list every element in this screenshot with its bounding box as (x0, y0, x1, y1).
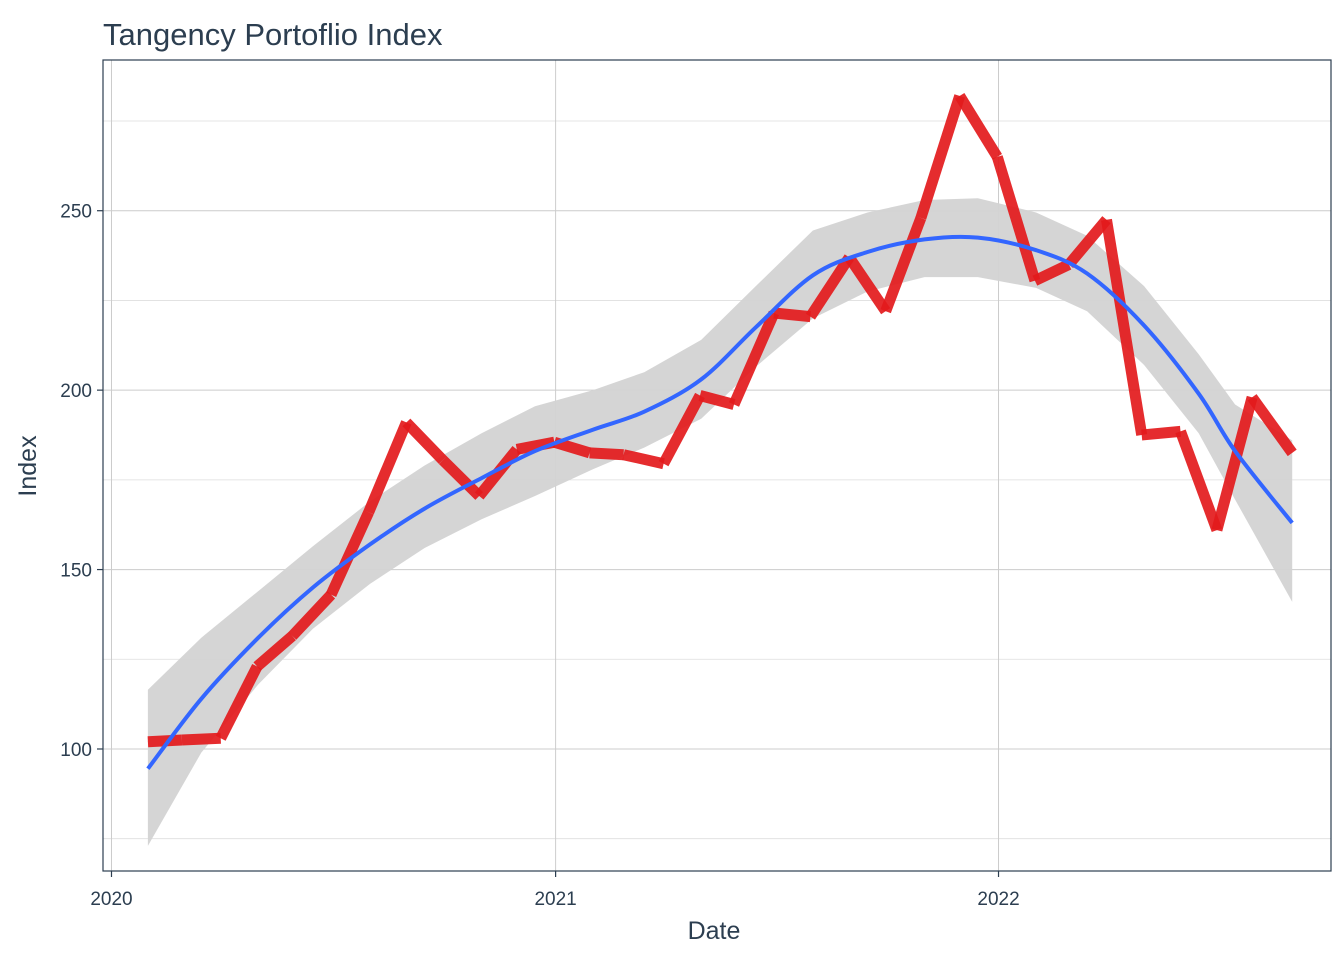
index-line-layer (147, 93, 1297, 748)
index-line-segment (915, 94, 965, 220)
index-line-segment (438, 456, 484, 500)
index-line-segment (1175, 429, 1223, 533)
index-line-segment (880, 215, 927, 314)
index-line-segment (1141, 425, 1182, 441)
index-line-segment (698, 390, 736, 410)
index-line-segment (1101, 218, 1148, 436)
index-line-segment (402, 418, 447, 464)
x-tick-label: 2020 (90, 889, 132, 910)
index-line-segment (955, 93, 1002, 160)
axes: 100 150 200 250 2020 2021 2022 (60, 202, 1019, 910)
chart-title: Tangency Portoflio Index (103, 17, 443, 52)
index-line-segment (147, 734, 183, 748)
confidence-band (147, 198, 1293, 846)
y-tick-label: 250 (60, 202, 92, 223)
grid (103, 60, 1331, 871)
index-line-segment (215, 664, 263, 741)
x-tick-label: 2021 (534, 889, 576, 910)
index-line-segment (1032, 259, 1072, 286)
x-axis-title: Date (688, 917, 741, 945)
index-line-segment (728, 310, 780, 407)
index-line-segment (589, 447, 624, 461)
index-line-segment (181, 732, 221, 746)
y-axis-title: Index (14, 435, 42, 497)
index-line-segment (805, 254, 854, 320)
confidence-band-layer (147, 198, 1293, 846)
index-line-segment (844, 254, 891, 315)
index-line-segment (658, 392, 705, 467)
plot-panel (102, 59, 1332, 872)
smooth-fit-line (146, 234, 1294, 770)
y-tick-label: 150 (60, 561, 92, 582)
index-line-segment (363, 420, 412, 515)
smooth-fit-layer (146, 234, 1294, 770)
index-line-segment (326, 509, 374, 597)
y-tick-label: 100 (60, 740, 92, 761)
index-line-segment (552, 436, 592, 459)
index-line-segment (1064, 216, 1111, 269)
index-line-segment (773, 307, 811, 323)
index-line-segment (622, 449, 665, 470)
index-line-segment (1247, 394, 1297, 457)
index-line-segment (288, 590, 336, 640)
index-line-segment (253, 631, 296, 671)
index-line-segment (474, 445, 522, 500)
index-line-segment (1211, 395, 1258, 532)
x-tick-label: 2022 (977, 889, 1019, 910)
index-line-segment (992, 155, 1041, 283)
y-tick-label: 200 (60, 381, 92, 402)
index-line-segment (515, 436, 556, 455)
